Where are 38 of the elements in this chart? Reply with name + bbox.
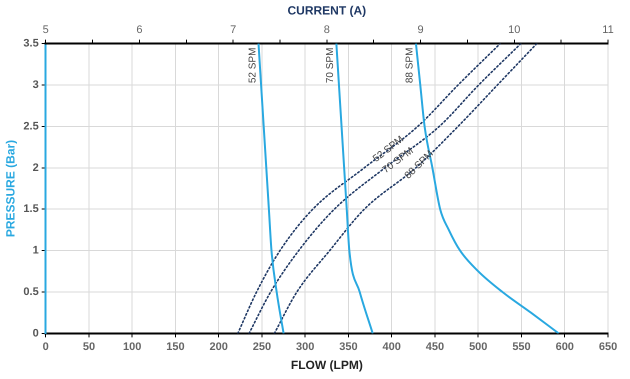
x-tick-label: 100 <box>123 341 142 354</box>
y-tick-label: 1 <box>32 244 39 257</box>
x2-tick-label: 11 <box>602 24 614 36</box>
x-tick-label: 350 <box>339 341 358 354</box>
x-tick-label: 50 <box>82 341 96 354</box>
x-axis-title: FLOW (LPM) <box>290 358 363 372</box>
x-tick-label: 400 <box>382 341 401 354</box>
x2-tick-label: 9 <box>418 24 424 36</box>
x-tick-label: 650 <box>598 341 618 354</box>
x2-tick-label: 8 <box>324 24 330 36</box>
x-tick-label: 250 <box>252 341 272 354</box>
x-tick-label: 150 <box>166 341 185 354</box>
x2-tick-label: 6 <box>136 24 142 36</box>
x2-axis-title: CURRENT (A) <box>288 4 366 18</box>
x-tick-label: 550 <box>512 341 531 354</box>
x2-tick-label: 10 <box>508 24 520 36</box>
x-tick-label: 300 <box>296 341 314 354</box>
y-tick-label: 0 <box>32 327 39 340</box>
x-tick-label: 0 <box>42 341 49 354</box>
line-series <box>414 44 560 334</box>
y-tick-label: 0.5 <box>23 286 39 298</box>
x-tick-label: 450 <box>426 341 444 354</box>
text: 88 SPM <box>404 48 416 84</box>
x-tick-label: 200 <box>210 341 228 354</box>
y-tick-label: 2 <box>32 162 39 174</box>
x2-tick-label: 7 <box>230 24 236 36</box>
x2-tick-label: 5 <box>42 24 49 36</box>
x-tick-label: 500 <box>469 341 488 354</box>
line-series <box>335 44 374 334</box>
text: 70 SPM <box>325 48 336 84</box>
y-tick-label: 2.5 <box>23 120 39 132</box>
y-tick-label: 1.5 <box>23 203 39 216</box>
x-tick-label: 600 <box>556 341 574 354</box>
y-tick-label: 3.5 <box>23 38 39 50</box>
y-tick-label: 3 <box>32 79 39 92</box>
text: 52 SPM <box>247 48 258 84</box>
line-series <box>258 44 285 334</box>
y-axis-title: PRESSURE (Bar) <box>4 140 18 238</box>
